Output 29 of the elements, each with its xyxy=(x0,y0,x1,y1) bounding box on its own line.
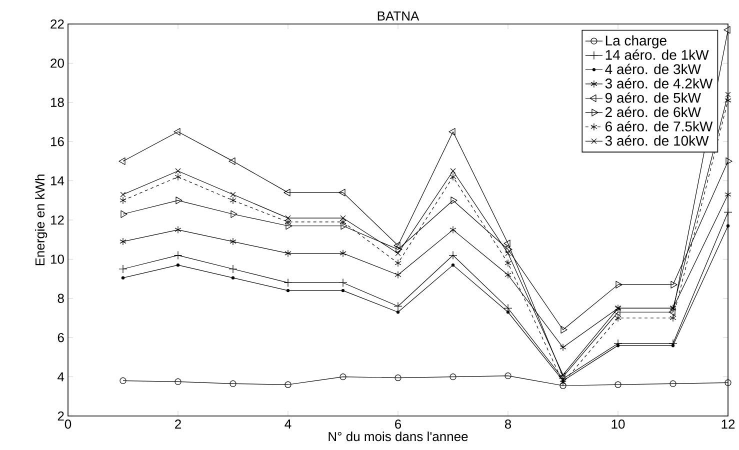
y-tick-label: 20 xyxy=(50,58,64,68)
x-tick-label: 2 xyxy=(175,420,181,429)
x-tick-label: 8 xyxy=(504,420,512,429)
y-tick-label: 16 xyxy=(50,136,64,146)
y-tick-label: 22 xyxy=(50,19,64,29)
y-tick-label: 14 xyxy=(50,176,64,186)
y-tick-label: 10 xyxy=(50,254,64,264)
y-tick-label: 2 xyxy=(58,411,64,421)
x-axis-title: N° du mois dans l'annee xyxy=(328,432,468,442)
legend-label: 2 aéro. de 6kW xyxy=(606,106,701,118)
y-tick-label: 4 xyxy=(58,372,64,382)
legend-label: 3 aéro. de 10kW xyxy=(605,135,709,146)
x-tick-label: 4 xyxy=(284,420,292,428)
legend-label: 3 aéro. de 4.2kW xyxy=(605,78,713,88)
x-tick-label: 6 xyxy=(395,420,402,429)
y-tick-label: 12 xyxy=(50,215,64,225)
x-tick-label: 10 xyxy=(612,420,625,429)
legend-label: 9 aéro. de 5kW xyxy=(605,92,701,103)
y-tick-label: 8 xyxy=(58,294,64,303)
legend-label: 4 aéro. de 3kW xyxy=(605,64,701,74)
y-tick-label: 6 xyxy=(58,332,64,342)
chart-title: BATNA xyxy=(378,12,420,20)
legend-label: La charge xyxy=(606,35,666,48)
y-axis-title: Energie en kWh xyxy=(35,174,48,266)
x-tick-label: 12 xyxy=(722,420,735,429)
legend-label: 14 aéro. de 1kW xyxy=(606,49,709,60)
x-tick-label: 0 xyxy=(64,420,72,429)
y-tick-label: 18 xyxy=(50,98,64,107)
legend-label: 6 aéro. de 7.5kW xyxy=(606,120,713,132)
